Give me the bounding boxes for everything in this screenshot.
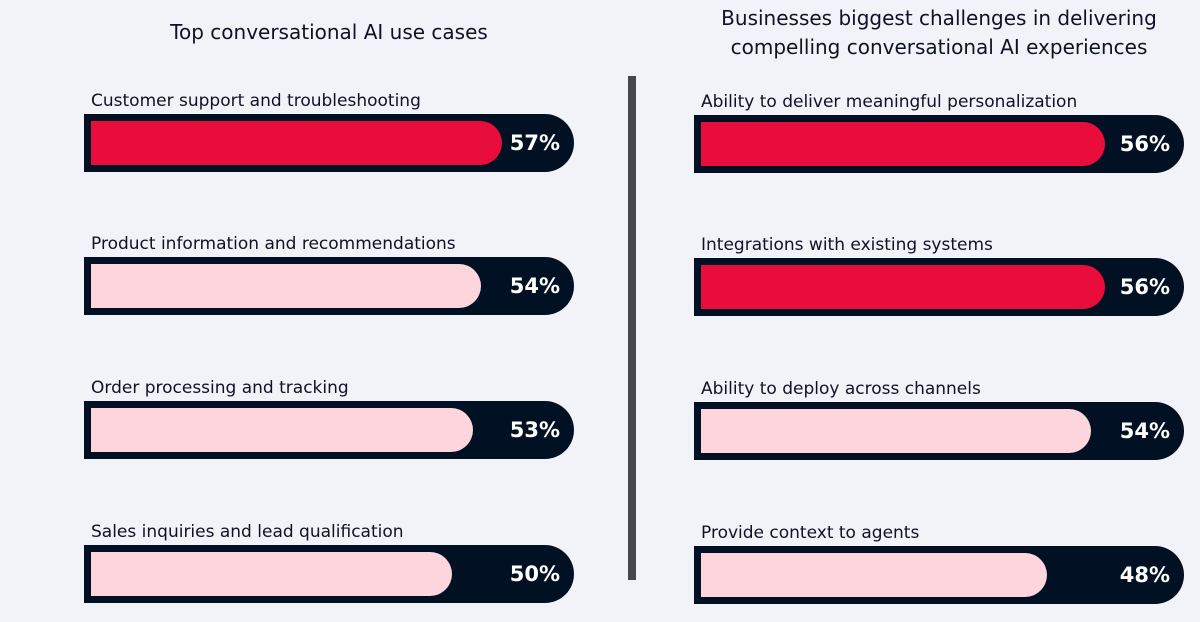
bar-value-label: 50% <box>509 562 560 586</box>
bar-track: 57% <box>84 114 574 172</box>
bar-category-label: Provide context to agents <box>701 523 920 543</box>
bar-value-label: 54% <box>509 274 560 298</box>
bar-row: Ability to deliver meaningful personaliz… <box>694 91 1184 191</box>
bar-row: Order processing and tracking 53% <box>84 377 574 477</box>
bar-category-label: Order processing and tracking <box>91 378 349 398</box>
bar-fill <box>701 553 1047 597</box>
bar-track: 54% <box>84 257 574 315</box>
bar-row: Product information and recommendations 5… <box>84 233 574 333</box>
bar-track: 48% <box>694 546 1184 604</box>
bar-value-label: 56% <box>1119 275 1170 299</box>
bar-row: Integrations with existing systems 56% <box>694 234 1184 334</box>
bar-fill <box>91 264 481 308</box>
bar-track: 54% <box>694 402 1184 460</box>
bar-track: 53% <box>84 401 574 459</box>
bar-track: 50% <box>84 545 574 603</box>
bar-fill <box>91 552 452 596</box>
bar-fill <box>701 122 1105 166</box>
bar-value-label: 48% <box>1119 563 1170 587</box>
bar-category-label: Customer support and troubleshooting <box>91 91 421 111</box>
bar-fill <box>701 409 1091 453</box>
bar-track: 56% <box>694 258 1184 316</box>
use-cases-chart-title: Top conversational AI use cases <box>170 20 488 44</box>
bar-row: Ability to deploy across channels 54% <box>694 378 1184 478</box>
bar-value-label: 56% <box>1119 132 1170 156</box>
bar-category-label: Ability to deliver meaningful personaliz… <box>701 92 1078 112</box>
bar-category-label: Integrations with existing systems <box>701 235 993 255</box>
panel-divider <box>628 76 636 580</box>
bar-track: 56% <box>694 115 1184 173</box>
bar-value-label: 57% <box>509 131 560 155</box>
bar-row: Provide context to agents 48% <box>694 522 1184 622</box>
bar-category-label: Sales inquiries and lead qualification <box>91 522 404 542</box>
bar-value-label: 54% <box>1119 419 1170 443</box>
bar-category-label: Product information and recommendations <box>91 234 456 254</box>
bar-category-label: Ability to deploy across channels <box>701 379 981 399</box>
bar-fill <box>91 408 473 452</box>
bar-value-label: 53% <box>509 418 560 442</box>
challenges-chart-title: Businesses biggest challenges in deliver… <box>721 6 1157 59</box>
bar-fill <box>91 121 502 165</box>
bar-fill <box>701 265 1105 309</box>
bar-row: Customer support and troubleshooting 57% <box>84 90 574 190</box>
bar-row: Sales inquiries and lead qualification 50… <box>84 521 574 621</box>
